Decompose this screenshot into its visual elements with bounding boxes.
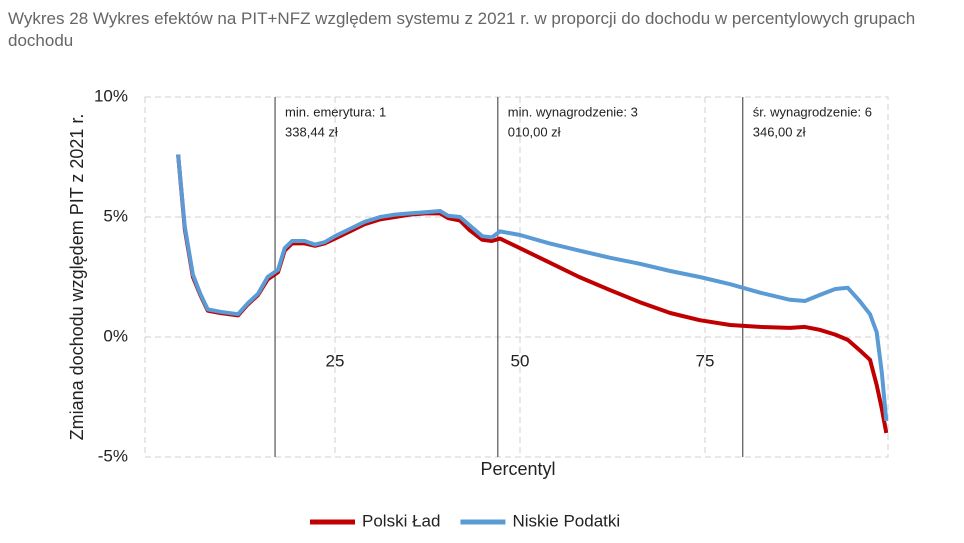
y-axis-title: Zmiana dochodu względem PIT z 2021 r. — [67, 114, 87, 441]
plot-frame — [144, 96, 889, 458]
annotation-text: 010,00 zł — [508, 124, 561, 139]
x-tick-label: 50 — [511, 351, 530, 370]
series-line — [176, 154, 889, 422]
y-tick-label: 5% — [103, 206, 128, 225]
legend-label: Niskie Podatki — [512, 511, 620, 530]
series-line — [176, 154, 889, 434]
y-tick-label: 0% — [103, 326, 128, 345]
annotation-text: min. emerytura: 1 — [285, 104, 386, 119]
annotation-text: 338,44 zł — [285, 124, 338, 139]
legend-label: Polski Ład — [362, 511, 440, 530]
y-tick-label: 10% — [94, 86, 128, 105]
annotation-text: min. wynagrodzenie: 3 — [508, 104, 638, 119]
x-axis-title: Percentyl — [480, 459, 555, 479]
chart-title: Wykres 28 Wykres efektów na PIT+NFZ wzgl… — [8, 9, 916, 50]
x-tick-label: 25 — [326, 351, 345, 370]
annotation-text: 346,00 zł — [753, 124, 806, 139]
annotation-text: śr. wynagrodzenie: 6 — [753, 104, 872, 119]
x-tick-label: 75 — [696, 351, 715, 370]
y-tick-label: -5% — [98, 446, 128, 465]
